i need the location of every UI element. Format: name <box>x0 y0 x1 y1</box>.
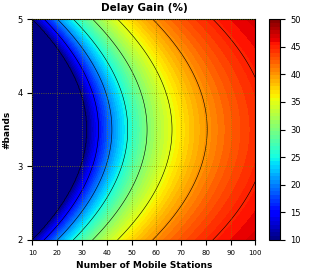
Y-axis label: #bands: #bands <box>3 110 12 149</box>
Title: Delay Gain (%): Delay Gain (%) <box>100 3 187 13</box>
X-axis label: Number of Mobile Stations: Number of Mobile Stations <box>76 261 212 270</box>
